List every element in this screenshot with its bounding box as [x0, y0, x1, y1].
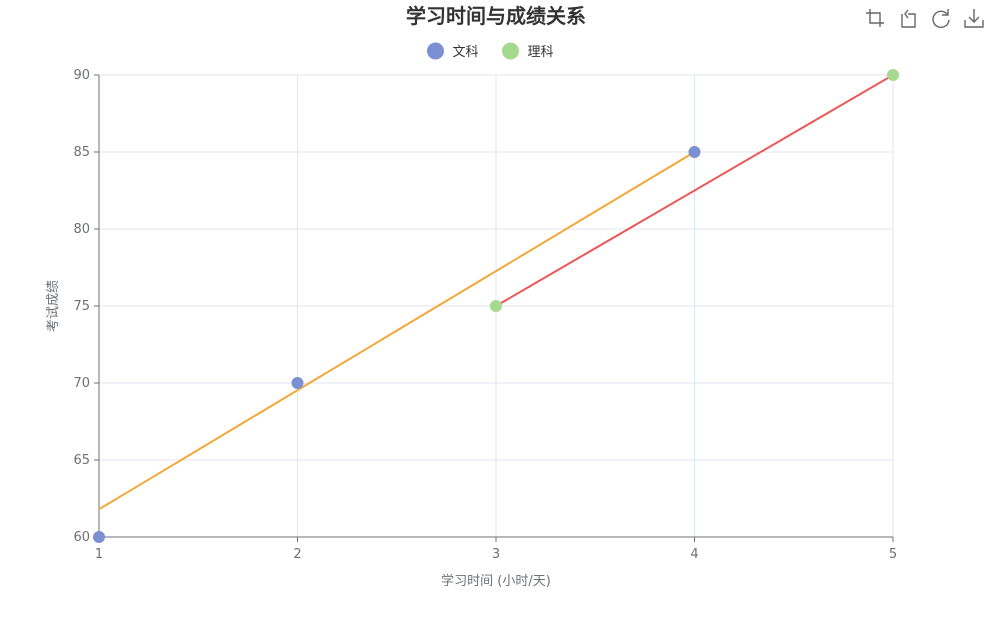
- legend-label: 文科: [453, 45, 479, 60]
- toolbox: [866, 9, 984, 29]
- trendline: [98, 151, 696, 511]
- x-axis-label: 学习时间 (小时/天): [441, 573, 551, 589]
- save-image-icon[interactable]: [964, 9, 984, 28]
- y-tick-label: 85: [73, 145, 90, 160]
- legend-item[interactable]: 理科: [502, 42, 554, 61]
- data-point[interactable]: [887, 69, 899, 81]
- grid: [99, 74, 894, 537]
- zoom-icon[interactable]: [866, 9, 884, 27]
- trendline: [495, 74, 894, 307]
- data-points: [93, 69, 899, 543]
- y-tick-label: 70: [73, 376, 90, 391]
- x-tick-label: 2: [293, 547, 301, 562]
- data-point[interactable]: [688, 146, 701, 158]
- y-tick-label: 80: [73, 222, 90, 237]
- legend-marker: [502, 42, 519, 60]
- x-tick-label: 4: [690, 547, 698, 562]
- zoom-reset-icon[interactable]: [901, 9, 916, 28]
- chart-title: 学习时间与成绩关系: [406, 4, 586, 28]
- data-point[interactable]: [490, 300, 502, 312]
- x-tick-label: 1: [95, 547, 103, 562]
- trendlines: [98, 74, 894, 511]
- x-tick-label: 3: [492, 547, 500, 562]
- x-tick-label: 5: [889, 547, 897, 562]
- legend-marker: [427, 42, 444, 60]
- data-point[interactable]: [93, 531, 105, 543]
- y-tick-label: 90: [73, 68, 90, 83]
- y-tick-label: 75: [73, 299, 90, 314]
- data-point[interactable]: [291, 377, 304, 389]
- y-tick-label: 65: [73, 453, 90, 468]
- legend-item[interactable]: 文科: [427, 42, 479, 61]
- y-axis-label: 考试成绩: [46, 280, 61, 332]
- axes: 60 65 70 75 80 85 90 1 2 3 4 5: [73, 68, 897, 562]
- restore-icon[interactable]: [932, 9, 950, 29]
- y-tick-label: 60: [73, 530, 90, 545]
- legend-label: 理科: [528, 45, 554, 60]
- legend[interactable]: 文科 理科: [427, 42, 554, 61]
